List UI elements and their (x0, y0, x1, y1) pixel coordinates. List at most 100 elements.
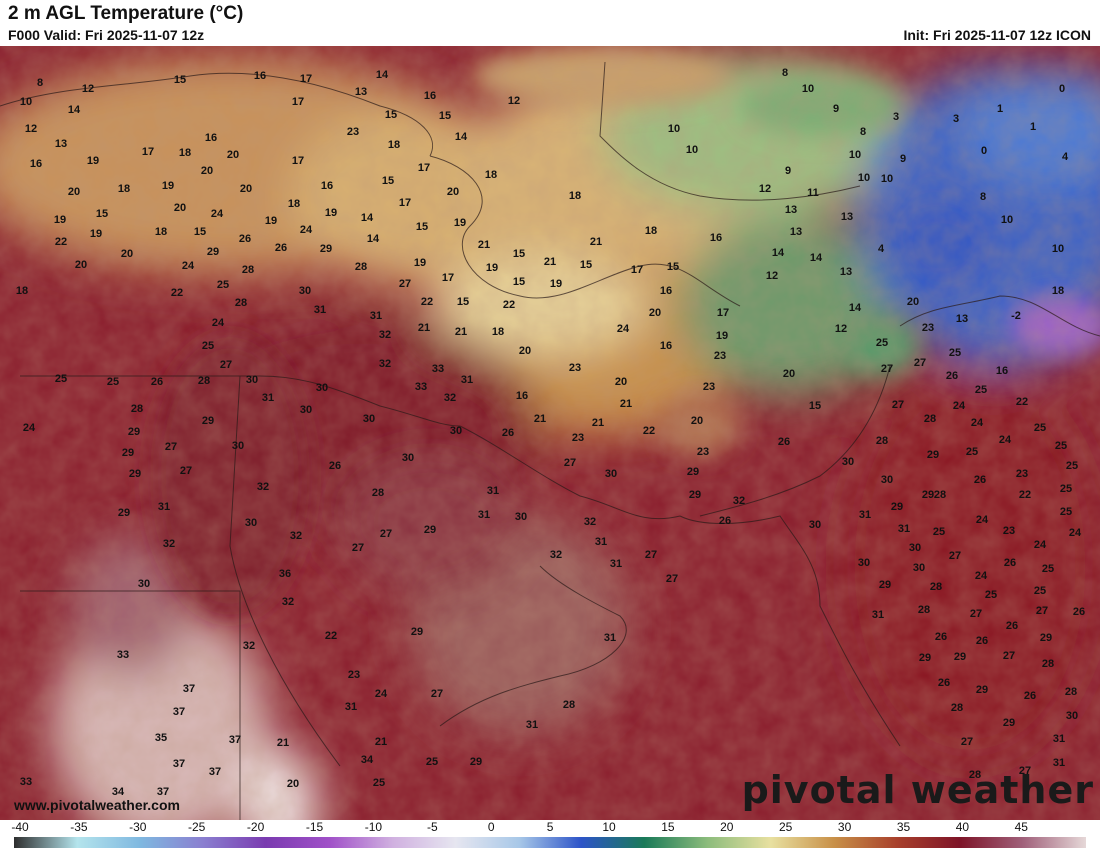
temperature-value: 30 (842, 456, 854, 468)
temperature-value: 25 (373, 777, 385, 789)
temperature-value: 24 (975, 570, 988, 582)
temperature-value: 29 (320, 243, 332, 255)
temperature-value: 16 (996, 365, 1008, 377)
temperature-value: 30 (316, 382, 328, 394)
colorbar-tick: -5 (426, 820, 438, 834)
temperature-value: 16 (424, 90, 436, 102)
colorbar-tick: -15 (305, 820, 324, 834)
temperature-value: 15 (194, 226, 206, 238)
temperature-value: 13 (790, 226, 802, 238)
temperature-value: 28 (1042, 658, 1054, 670)
temperature-value: 10 (1052, 243, 1064, 255)
temperature-value: 18 (492, 326, 504, 338)
temperature-value: 24 (23, 422, 36, 434)
temperature-value: 10 (849, 149, 861, 161)
temperature-value: 16 (30, 158, 42, 170)
temperature-value: 31 (872, 609, 884, 621)
temperature-value: 25 (975, 384, 987, 396)
temperature-value: 17 (442, 272, 454, 284)
temperature-value: 1 (997, 103, 1003, 115)
temperature-value: 25 (1034, 422, 1046, 434)
temperature-value: 18 (16, 285, 28, 297)
temperature-value: 30 (909, 542, 921, 554)
temperature-value: 25 (985, 589, 997, 601)
colorbar: -40 -35 -30 -25 -20 -15 -10 -5 0 5 10 15 20 25 30 35 40 4… (0, 820, 1100, 850)
temperature-value: 21 (277, 737, 289, 749)
temperature-value: 25 (1055, 440, 1067, 452)
temperature-value: 37 (157, 786, 169, 798)
temperature-value: 15 (96, 208, 108, 220)
temperature-value: 30 (913, 562, 925, 574)
temperature-value: 32 (444, 392, 456, 404)
temperature-value: 20 (649, 307, 661, 319)
temperature-value: 25 (55, 373, 67, 385)
temperature-value: 24 (976, 514, 989, 526)
temperature-value: 24 (953, 400, 966, 412)
temperature-value: 24 (999, 434, 1012, 446)
colorbar-tick: 15 (661, 820, 675, 834)
temperature-value: 18 (118, 183, 130, 195)
temperature-value: 27 (881, 363, 893, 375)
temperature-value: 28 (1065, 686, 1077, 698)
colorbar-strip (14, 837, 1086, 848)
temperature-value: 15 (382, 175, 394, 187)
temperature-value: 26 (938, 677, 950, 689)
temperature-value: 26 (935, 631, 947, 643)
temperature-value: 29 (1003, 717, 1015, 729)
temperature-value: 12 (25, 123, 37, 135)
temperature-map[interactable]: 8 12 15 16 17 14 13 16 12 8 10 9 0 10 14 17 15 15 3 3 1 12 23 1… (0, 46, 1100, 820)
temperature-value: 0 (981, 145, 987, 157)
temperature-value: 8 (782, 67, 788, 79)
temperature-value: 32 (243, 640, 255, 652)
temperature-value: 32 (257, 481, 269, 493)
colorbar-tick: 0 (487, 820, 495, 834)
temperature-value: 10 (1001, 214, 1013, 226)
colorbar-tick: 45 (1014, 820, 1028, 834)
temperature-value: 14 (849, 302, 862, 314)
temperature-value: 27 (892, 399, 904, 411)
temperature-value: 23 (697, 446, 709, 458)
temperature-value: 22 (1016, 396, 1028, 408)
temperature-value: 10 (802, 83, 814, 95)
temperature-value: 17 (300, 73, 312, 85)
temperature-value: 8 (980, 191, 986, 203)
temperature-value: 22 (55, 236, 67, 248)
colorbar-tick: -25 (188, 820, 206, 834)
temperature-value: 30 (809, 519, 821, 531)
temperature-value: 17 (399, 197, 411, 209)
temperature-value: 19 (486, 262, 498, 274)
temperature-value: 26 (275, 242, 287, 254)
temperature-value: 24 (182, 260, 195, 272)
temperature-value: 37 (173, 706, 185, 718)
temperature-value: 17 (631, 264, 643, 276)
temperature-value: 30 (299, 285, 311, 297)
temperature-value: 18 (485, 169, 497, 181)
temperature-value: 27 (1003, 650, 1015, 662)
temperature-value: 26 (1004, 557, 1016, 569)
temperature-value: 21 (455, 326, 467, 338)
colorbar-ticks: -40 -35 -30 -25 -20 -15 -10 -5 0 5 10 15 20 25 30 35 40 4… (0, 820, 1100, 834)
temperature-value: 15 (809, 400, 821, 412)
temperature-value: 29 (879, 579, 891, 591)
temperature-value: 16 (660, 340, 672, 352)
temperature-value: 21 (590, 236, 602, 248)
temperature-value: 24 (211, 208, 224, 220)
temperature-value: -2 (1011, 310, 1021, 322)
temperature-value: 29 (470, 756, 482, 768)
temperature-value: 18 (288, 198, 300, 210)
temperature-value: 21 (620, 398, 632, 410)
temperature-value: 20 (240, 183, 252, 195)
temperature-value: 10 (881, 173, 893, 185)
temperature-value: 23 (1016, 468, 1028, 480)
init-time: Init: Fri 2025-11-07 12z ICON (903, 27, 1091, 43)
temperature-value: 3 (893, 111, 899, 123)
colorbar-tick: 20 (720, 820, 734, 834)
temperature-value: 27 (180, 465, 192, 477)
temperature-value: 31 (859, 509, 871, 521)
temperature-value: 25 (426, 756, 438, 768)
temperature-value: 25 (107, 376, 119, 388)
temperature-value: 26 (1024, 690, 1036, 702)
temperature-value: 26 (976, 635, 988, 647)
temperature-value: 31 (262, 392, 274, 404)
